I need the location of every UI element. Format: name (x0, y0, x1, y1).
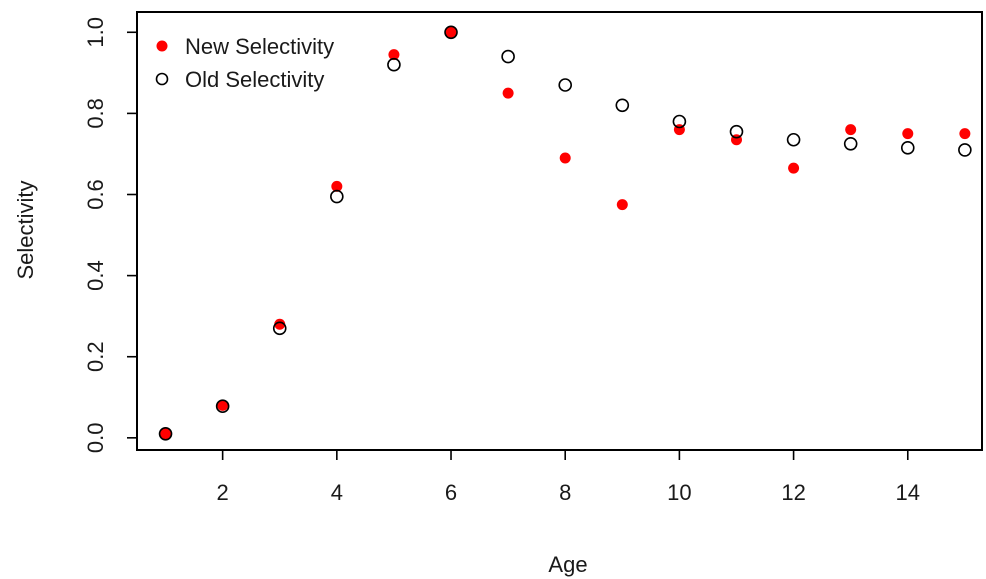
point-new-selectivity (502, 87, 514, 99)
point-old-selectivity (786, 132, 801, 147)
y-axis: 0.0 0.2 0.4 0.6 0.8 1.0 (83, 17, 137, 453)
point-old-selectivity (843, 137, 858, 151)
point-old-selectivity (958, 143, 972, 157)
x-axis: 2 4 6 8 10 12 14 (217, 450, 920, 505)
x-tick-label: 10 (667, 480, 691, 505)
point-old-selectivity (501, 49, 515, 64)
y-axis-label: Selectivity (13, 180, 38, 279)
point-old-selectivity (444, 25, 458, 40)
point-old-selectivity (272, 321, 287, 336)
point-old-selectivity (387, 57, 401, 72)
y-tick-label: 0.2 (83, 341, 108, 372)
point-new-selectivity (388, 49, 400, 61)
x-tick-label: 12 (781, 480, 805, 505)
point-new-selectivity (160, 428, 172, 440)
y-tick-label: 0.4 (83, 260, 108, 291)
point-old-selectivity (729, 124, 744, 139)
point-old-selectivity (672, 114, 687, 129)
point-old-selectivity (900, 141, 915, 155)
point-old-selectivity (330, 189, 344, 204)
x-tick-label: 2 (217, 480, 229, 505)
x-tick-label: 14 (896, 480, 920, 505)
x-tick-label: 6 (445, 480, 457, 505)
point-old-selectivity (158, 426, 173, 441)
legend-marker-new-selectivity (156, 40, 168, 52)
point-new-selectivity (559, 152, 571, 164)
plot-frame (136, 11, 983, 451)
point-new-selectivity (845, 124, 857, 136)
point-new-selectivity (902, 128, 914, 140)
point-old-selectivity (615, 98, 630, 113)
point-new-selectivity (788, 162, 800, 174)
point-new-selectivity (959, 128, 971, 140)
x-tick-label: 8 (559, 480, 571, 505)
data-points (158, 25, 972, 441)
x-tick-label: 4 (331, 480, 343, 505)
point-new-selectivity (445, 26, 457, 38)
x-axis-label: Age (548, 552, 587, 577)
legend: New Selectivity Old Selectivity (155, 34, 334, 92)
y-tick-label: 0.6 (83, 179, 108, 210)
y-tick-label: 0.8 (83, 98, 108, 129)
legend-label-old-selectivity: Old Selectivity (185, 67, 324, 92)
point-new-selectivity (331, 180, 343, 192)
legend-label-new-selectivity: New Selectivity (185, 34, 334, 59)
y-tick-label: 0.0 (83, 423, 108, 454)
point-old-selectivity (215, 399, 230, 414)
y-tick-label: 1.0 (83, 17, 108, 48)
point-old-selectivity (558, 78, 573, 92)
point-new-selectivity (616, 199, 628, 211)
point-new-selectivity (217, 399, 229, 411)
legend-marker-old-selectivity (155, 72, 169, 86)
point-new-selectivity (274, 318, 286, 330)
